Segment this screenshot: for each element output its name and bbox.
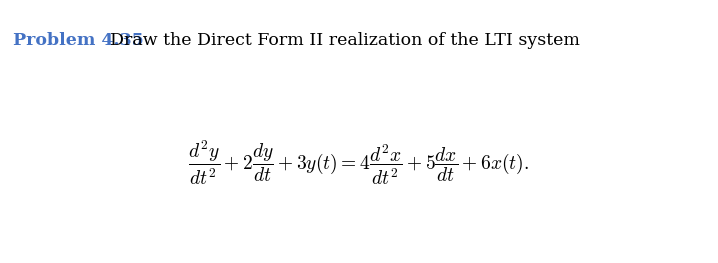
Text: $\dfrac{d^2y}{dt^2} + 2\dfrac{dy}{dt} + 3y(t) = 4\dfrac{d^2x}{dt^2} + 5\dfrac{dx: $\dfrac{d^2y}{dt^2} + 2\dfrac{dy}{dt} + … [188,139,530,187]
Text: Problem 4.35: Problem 4.35 [13,32,144,49]
Text: Draw the Direct Form II realization of the LTI system: Draw the Direct Form II realization of t… [110,32,579,49]
